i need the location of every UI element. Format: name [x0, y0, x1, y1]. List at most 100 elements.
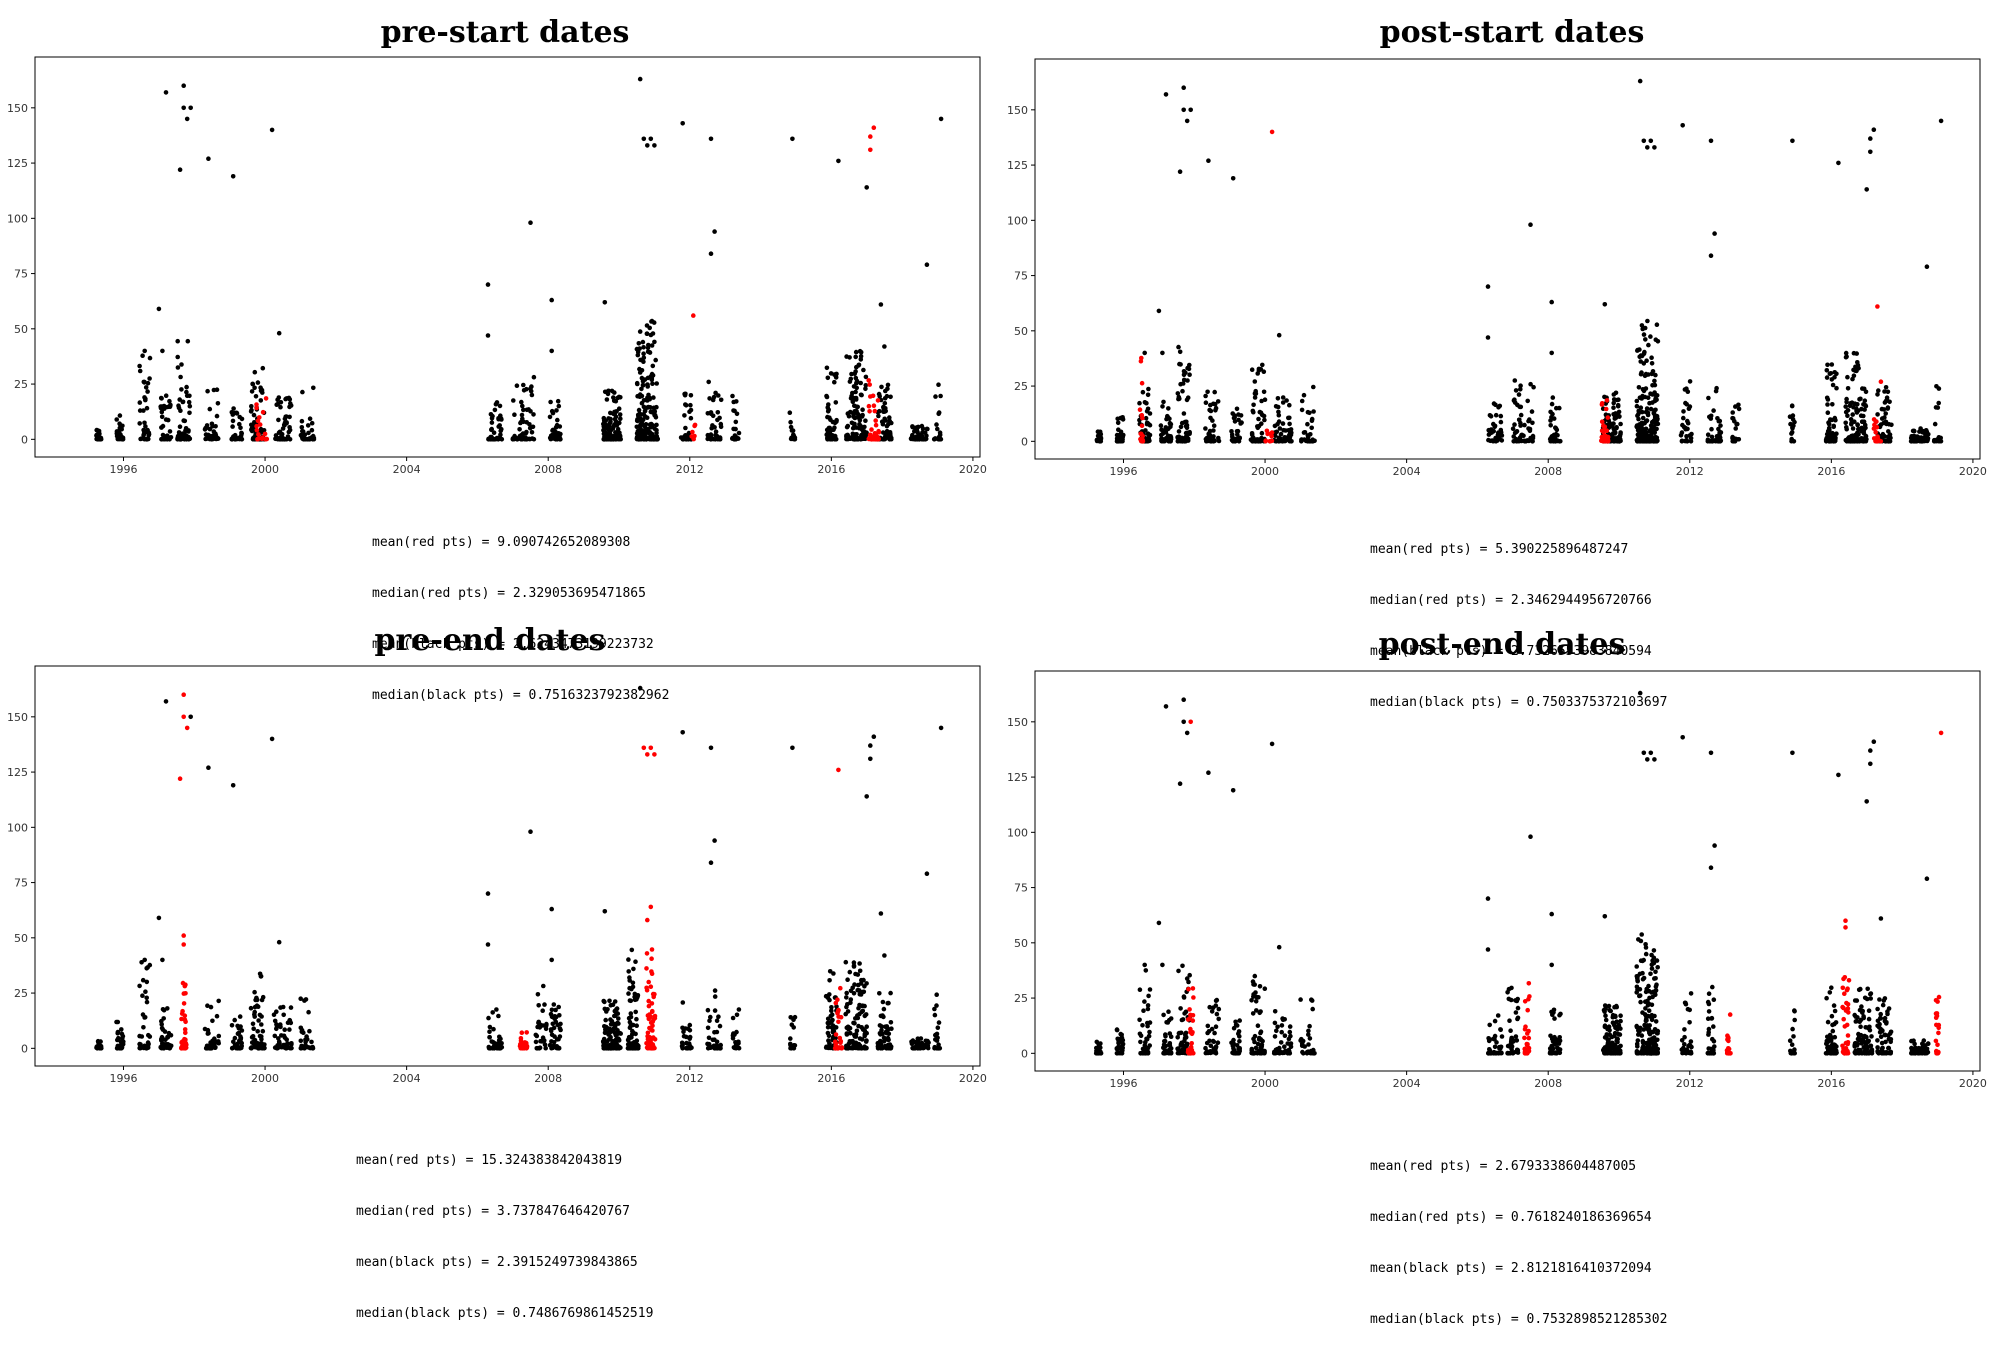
black-point	[1254, 999, 1259, 1004]
black-point	[1826, 410, 1831, 415]
black-point	[1854, 438, 1859, 443]
y-tick-label: 100	[7, 821, 28, 834]
black-point	[1512, 422, 1517, 427]
black-point	[251, 382, 256, 387]
black-point	[1642, 350, 1647, 355]
black-point	[825, 366, 830, 371]
black-point	[886, 383, 891, 388]
black-point	[1826, 397, 1831, 402]
y-tick-label: 0	[21, 1042, 28, 1055]
black-point	[1146, 393, 1151, 398]
stat-median-red: median(red pts) = 2.329053695471865	[372, 585, 669, 602]
black-point	[1239, 413, 1244, 418]
black-point	[521, 408, 526, 413]
black-point	[716, 410, 721, 415]
red-point	[867, 404, 872, 409]
x-tick-label: 2020	[1959, 1077, 1987, 1090]
black-point	[1176, 391, 1181, 396]
black-point	[640, 394, 645, 399]
y-tick-label: 75	[14, 268, 28, 281]
black-point	[1212, 423, 1217, 428]
y-tick-label: 50	[14, 323, 28, 336]
black-point	[486, 891, 491, 896]
black-point	[936, 412, 941, 417]
black-point	[1180, 389, 1185, 394]
black-point	[1312, 439, 1317, 444]
points	[1095, 79, 1944, 444]
black-point	[845, 425, 850, 430]
black-point	[1827, 426, 1832, 431]
black-point	[864, 1012, 869, 1017]
black-point	[210, 1039, 215, 1044]
black-point	[1249, 998, 1254, 1003]
black-point	[1176, 435, 1181, 440]
red-point	[868, 134, 873, 139]
red-point	[264, 396, 269, 401]
black-point	[1182, 369, 1187, 374]
black-point	[1306, 1029, 1311, 1034]
red-point	[690, 430, 695, 435]
black-point	[859, 350, 864, 355]
black-point	[645, 398, 650, 403]
black-point	[1615, 413, 1620, 418]
black-point	[1518, 421, 1523, 426]
black-point	[1614, 1047, 1619, 1052]
black-point	[1166, 426, 1171, 431]
black-point	[1850, 412, 1855, 417]
black-point	[711, 414, 716, 419]
y-tick-label: 50	[1014, 937, 1028, 950]
black-point	[732, 1032, 737, 1037]
black-point	[1687, 406, 1692, 411]
black-point	[495, 400, 500, 405]
black-point	[1644, 945, 1649, 950]
black-point	[252, 1041, 257, 1046]
red-point	[645, 951, 650, 956]
black-point	[1180, 421, 1185, 426]
black-point	[882, 344, 887, 349]
black-point	[611, 412, 616, 417]
black-point	[1168, 1041, 1173, 1046]
black-point	[159, 1022, 164, 1027]
black-point	[1656, 422, 1661, 427]
black-point	[282, 437, 287, 442]
black-point	[1183, 1033, 1188, 1038]
black-point	[848, 970, 853, 975]
black-point	[1506, 1051, 1511, 1056]
x-tick-label: 2000	[251, 463, 279, 476]
red-point	[1600, 401, 1605, 406]
black-point	[1138, 1040, 1143, 1045]
black-point	[791, 428, 796, 433]
black-point	[638, 686, 643, 691]
black-point	[1096, 429, 1101, 434]
black-point	[854, 396, 859, 401]
black-point	[681, 1000, 686, 1005]
black-point	[1309, 426, 1314, 431]
black-point	[549, 907, 554, 912]
black-point	[640, 368, 645, 373]
black-point	[1146, 407, 1151, 412]
black-point	[1789, 439, 1794, 444]
black-point	[1160, 351, 1165, 356]
red-point	[255, 428, 260, 433]
black-point	[549, 958, 554, 963]
black-point	[634, 1042, 639, 1047]
black-point	[1175, 1047, 1180, 1052]
black-point	[1734, 422, 1739, 427]
black-point	[880, 1013, 885, 1018]
black-point	[631, 967, 636, 972]
black-point	[832, 380, 837, 385]
black-point	[642, 137, 647, 142]
black-point	[910, 425, 915, 430]
black-point	[1875, 392, 1880, 397]
black-point	[181, 106, 186, 111]
black-point	[1486, 438, 1491, 443]
black-point	[515, 437, 520, 442]
black-point	[540, 1008, 545, 1013]
black-point	[554, 1015, 559, 1020]
black-point	[1883, 420, 1888, 425]
black-point	[793, 1015, 798, 1020]
black-point	[680, 121, 685, 126]
black-point	[1499, 430, 1504, 435]
black-point	[1926, 432, 1931, 437]
black-point	[1142, 351, 1147, 356]
